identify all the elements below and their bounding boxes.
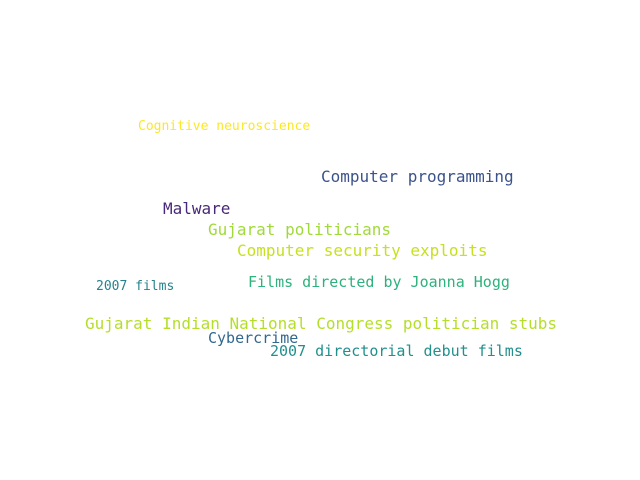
word-gujarat-inc-politician-stubs: Gujarat Indian National Congress politic… [85, 314, 558, 333]
word-films-directed-by-joanna-hogg: Films directed by Joanna Hogg [248, 273, 510, 291]
word-malware: Malware [163, 199, 231, 218]
word-cybercrime: Cybercrime [208, 329, 299, 347]
word-cognitive-neuroscience: Cognitive neuroscience [138, 119, 311, 134]
word-2007-films: 2007 films [96, 279, 175, 294]
word-2007-directorial-debut-films: 2007 directorial debut films [270, 342, 523, 360]
word-computer-security-exploits: Computer security exploits [237, 241, 488, 260]
word-computer-programming: Computer programming [321, 167, 514, 186]
word-gujarat-politicians: Gujarat politicians [208, 220, 392, 239]
